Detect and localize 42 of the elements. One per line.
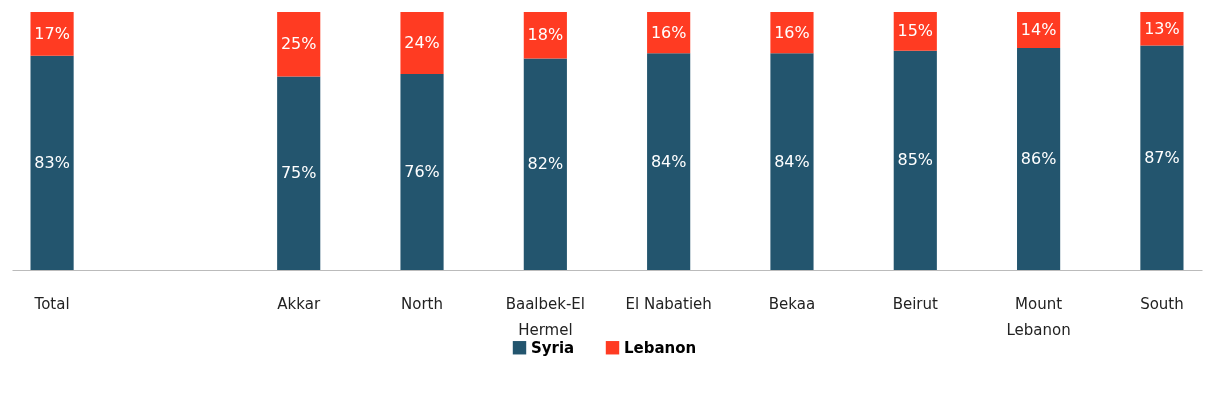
bar	[400, 73, 444, 270]
data-label: 76%	[404, 161, 440, 181]
data-label: 83%	[34, 152, 70, 172]
data-label: 84%	[774, 151, 810, 171]
data-label: 13%	[1144, 18, 1180, 38]
bar	[400, 12, 444, 74]
x-tick-label: South	[1140, 294, 1184, 313]
x-tick-label: North	[401, 294, 443, 313]
bar	[277, 76, 321, 270]
data-label: 82%	[527, 154, 564, 174]
x-tick-label: Bekaa	[768, 294, 816, 313]
data-label: 15%	[897, 21, 934, 41]
bar	[277, 12, 321, 77]
data-label: 75%	[280, 163, 317, 183]
bar	[30, 55, 74, 270]
x-tick-label: El Nabatieh	[625, 294, 712, 313]
bar	[1140, 45, 1184, 270]
x-tick-label: Akkar	[277, 294, 321, 313]
bar	[30, 12, 74, 56]
x-tick-label: Baalbek-El Hermel	[505, 294, 586, 339]
bar	[1140, 12, 1184, 46]
bar	[893, 50, 937, 270]
bar	[770, 53, 814, 270]
legend-label: Lebanon	[624, 338, 697, 357]
data-label: 16%	[774, 22, 810, 42]
data-label: 86%	[1020, 149, 1057, 169]
legend-label: Syria	[531, 338, 575, 357]
bar	[1017, 48, 1061, 270]
x-tick-label: Beirut	[892, 294, 939, 313]
data-label: 24%	[404, 32, 440, 52]
data-label: 17%	[34, 23, 70, 43]
data-label: 85%	[897, 150, 934, 170]
data-label: 16%	[650, 22, 687, 42]
data-label: 14%	[1020, 20, 1057, 40]
data-label: 18%	[527, 25, 564, 45]
data-label: 25%	[280, 34, 317, 54]
x-tick-label: Total	[33, 294, 70, 313]
data-label: 84%	[650, 151, 687, 171]
bar	[523, 58, 567, 270]
data-label: 87%	[1144, 147, 1180, 167]
bar	[647, 53, 691, 270]
x-tick-label: Mount Lebanon	[1006, 294, 1071, 339]
